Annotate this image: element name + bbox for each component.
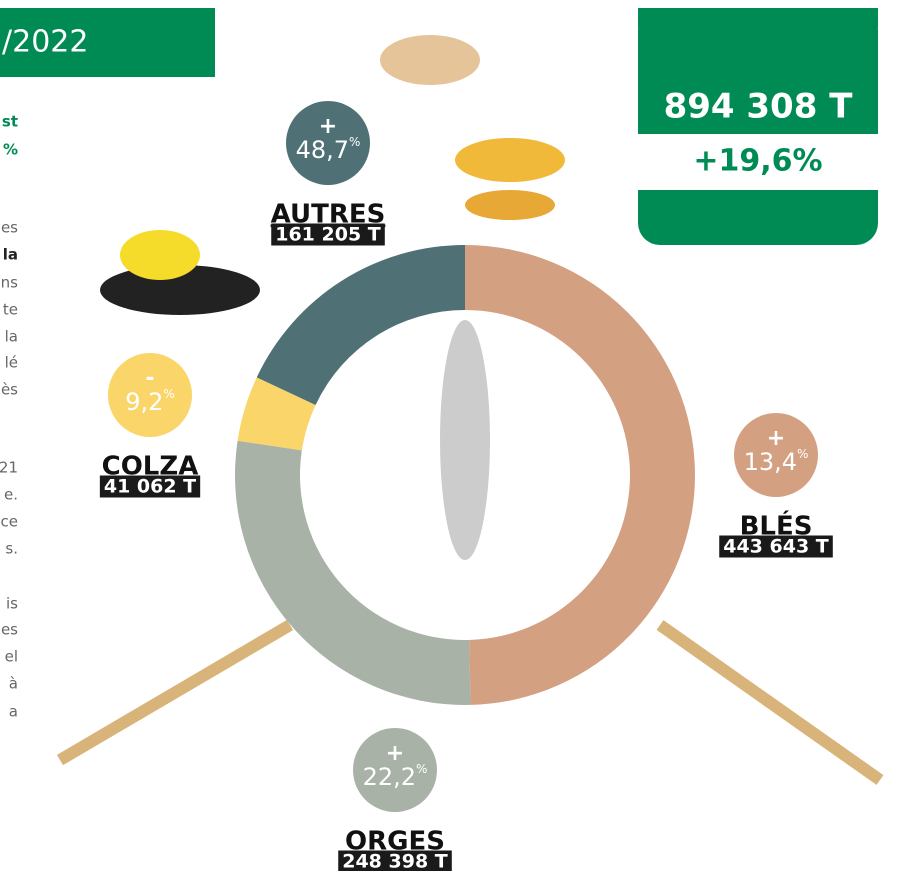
total-box-top	[638, 8, 878, 28]
cropped-text: te	[3, 301, 18, 319]
cropped-text: e.	[4, 486, 18, 504]
change-badge	[734, 413, 818, 497]
change-value: 48,7%	[296, 135, 361, 165]
title-box	[0, 8, 215, 77]
donut-segment	[235, 440, 471, 705]
title: /2022	[2, 25, 88, 60]
change-value: 9,2%	[125, 387, 175, 417]
cropped-text: lé	[5, 354, 18, 372]
cropped-text: %	[3, 141, 18, 159]
change-unit: %	[349, 135, 360, 149]
donut-segment	[465, 245, 695, 705]
cropped-text: à	[9, 675, 18, 693]
donut-segment	[237, 377, 316, 451]
change-unit: %	[797, 447, 808, 461]
cropped-text: es	[1, 621, 18, 639]
value-label-bg	[271, 223, 385, 246]
cropped-text: ce	[1, 513, 18, 531]
cropped-text: el	[5, 648, 18, 666]
cropped-text: a	[9, 703, 18, 721]
change-sign: +	[767, 426, 785, 451]
change-sign: +	[319, 114, 337, 139]
value-label-bg	[99, 475, 201, 498]
change-number: 9,2	[125, 388, 163, 416]
total-band	[638, 134, 878, 190]
decor	[56, 35, 884, 785]
total-box	[638, 8, 878, 245]
cropped-text: is	[6, 595, 18, 613]
total: 894 308 T	[664, 87, 854, 127]
change-sign: +	[386, 741, 404, 766]
cropped-text: ns	[1, 274, 19, 292]
cropped-text: st	[2, 113, 18, 131]
value-label-bg	[719, 535, 833, 558]
cropped-text: s.	[5, 540, 18, 558]
change-unit: %	[416, 762, 427, 776]
change-number: 48,7	[296, 136, 349, 164]
change-sign: -	[145, 366, 154, 391]
change-badge	[108, 353, 192, 437]
cropped-text: ès	[1, 381, 18, 399]
change-badge	[286, 101, 370, 185]
value-label: 161 205 T	[275, 224, 381, 246]
cropped-text: la	[5, 328, 18, 346]
value-label: 443 643 T	[723, 536, 829, 558]
value-label: 248 398 T	[342, 851, 448, 871]
cropped-text: la	[3, 246, 18, 264]
change-value: 22,2%	[363, 762, 428, 792]
change-number: 13,4	[744, 448, 797, 476]
change-number: 22,2	[363, 763, 416, 791]
cropped-text: es	[1, 219, 18, 237]
value-label-bg	[338, 850, 452, 871]
total-change: +19,6%	[693, 144, 822, 179]
donut-segment	[256, 245, 465, 405]
change-unit: %	[163, 387, 174, 401]
value-label: 41 062 T	[104, 476, 196, 498]
cropped-text: 21	[0, 459, 18, 477]
change-badge	[353, 728, 437, 812]
change-value: 13,4%	[744, 447, 809, 477]
